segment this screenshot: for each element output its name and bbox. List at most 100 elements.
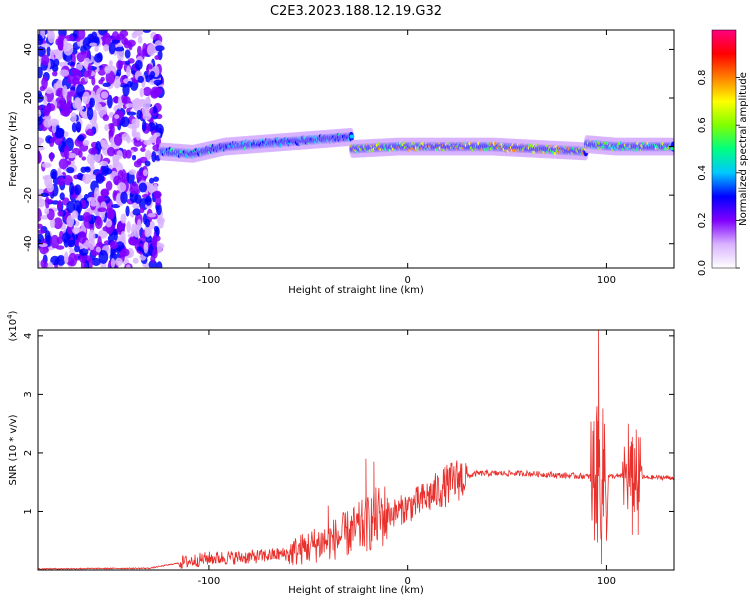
noise-cell — [151, 150, 157, 163]
noise-cell — [40, 215, 49, 220]
noise-cell — [64, 34, 75, 42]
noise-cell — [43, 119, 53, 128]
noise-cell — [152, 190, 162, 199]
noise-cell — [116, 60, 124, 70]
noise-cell — [75, 239, 80, 247]
noise-cell — [41, 43, 51, 48]
y-tick-label: 2 — [23, 450, 34, 456]
noise-cell — [105, 70, 116, 85]
colorbar-tick-label: 0.6 — [697, 117, 708, 133]
noise-cell — [147, 213, 157, 218]
noise-cell — [136, 219, 142, 231]
noise-cell — [146, 43, 156, 56]
noise-cell — [41, 162, 52, 169]
noise-cell — [125, 60, 131, 65]
snr-series-line — [38, 330, 674, 570]
noise-cell — [65, 102, 72, 110]
noise-cell — [103, 168, 113, 175]
noise-cell — [98, 250, 109, 264]
noise-cell — [64, 251, 69, 265]
noise-cell — [53, 58, 60, 67]
noise-cell — [76, 52, 85, 63]
noise-cell — [50, 255, 60, 266]
y-tick-label: 3 — [23, 391, 34, 397]
noise-cell — [94, 53, 103, 63]
noise-cell — [83, 70, 90, 78]
noise-cell — [38, 240, 49, 255]
noise-cell — [73, 69, 82, 81]
noise-cell — [156, 261, 163, 268]
noise-cell — [117, 96, 122, 110]
y-tick-label: -40 — [23, 236, 34, 252]
noise-cell — [128, 169, 137, 175]
noise-cell — [49, 137, 56, 143]
noise-cell — [132, 208, 141, 216]
snr-y-label: SNR (10 * v/v) — [8, 414, 19, 485]
noise-cell — [67, 61, 76, 66]
noise-cell — [113, 75, 122, 89]
noise-cell — [45, 87, 54, 94]
noise-cell — [102, 114, 110, 122]
noise-cell — [62, 85, 68, 99]
noise-cell — [59, 192, 65, 201]
colorbar-tick-label: 0.4 — [697, 165, 708, 181]
snr-x-label: Height of straight line (km) — [288, 585, 424, 596]
noise-cell — [47, 261, 54, 268]
noise-cell — [109, 240, 119, 250]
spectrogram-y-ticks: -40 -20 0 20 40 — [23, 43, 674, 252]
noise-cell — [66, 91, 72, 104]
noise-cell — [122, 96, 131, 105]
noise-cell — [100, 91, 109, 99]
noise-cell — [82, 211, 92, 223]
noise-cell — [57, 210, 64, 217]
noise-cell — [125, 103, 134, 108]
noise-cell — [71, 122, 77, 133]
noise-cell — [76, 172, 84, 181]
noise-cell — [46, 46, 51, 57]
y-tick-label: -20 — [23, 187, 34, 203]
noise-cell — [74, 97, 82, 109]
noise-cell — [66, 200, 76, 214]
noise-cell — [114, 114, 120, 119]
noise-cell — [153, 132, 161, 137]
noise-cell — [144, 97, 151, 104]
noise-cell — [76, 84, 85, 97]
noise-cell — [137, 35, 143, 44]
noise-cell — [112, 155, 120, 167]
noise-cell — [38, 260, 42, 268]
noise-cell — [57, 199, 63, 211]
noise-cell — [43, 95, 48, 106]
snr-y-multiplier-close: ) — [8, 310, 19, 314]
snr-plot-area — [38, 330, 674, 570]
noise-cell — [86, 106, 94, 121]
noise-cell — [147, 183, 155, 193]
y-tick-label: 4 — [23, 333, 34, 339]
noise-cell — [137, 75, 145, 84]
noise-cell — [115, 257, 123, 267]
noise-cell — [52, 71, 58, 77]
noise-cell — [69, 182, 75, 196]
noise-cell — [148, 259, 158, 268]
noise-cell — [157, 218, 164, 229]
noise-cell — [127, 80, 133, 88]
noise-cell — [38, 34, 44, 46]
noise-cell — [106, 146, 116, 157]
noise-cell — [70, 112, 77, 123]
noise-cell — [102, 32, 112, 47]
noise-cell — [142, 112, 152, 121]
noise-cell — [97, 195, 104, 203]
noise-cell — [104, 65, 112, 74]
noise-cell — [128, 41, 133, 51]
snr-x-ticks: -100 0 100 — [198, 330, 616, 587]
noise-cell — [132, 257, 139, 264]
noise-cell — [82, 139, 90, 147]
y-tick-label: 40 — [23, 43, 34, 56]
noise-cell — [139, 87, 145, 98]
noise-cell — [91, 76, 96, 86]
colorbar-ticks: 0.0 0.2 0.4 0.6 0.8 — [697, 70, 740, 276]
noise-cell — [152, 87, 163, 96]
noise-cell — [145, 195, 152, 206]
noise-cell — [59, 69, 70, 77]
noise-cell — [82, 173, 92, 185]
noise-cell — [88, 229, 96, 243]
